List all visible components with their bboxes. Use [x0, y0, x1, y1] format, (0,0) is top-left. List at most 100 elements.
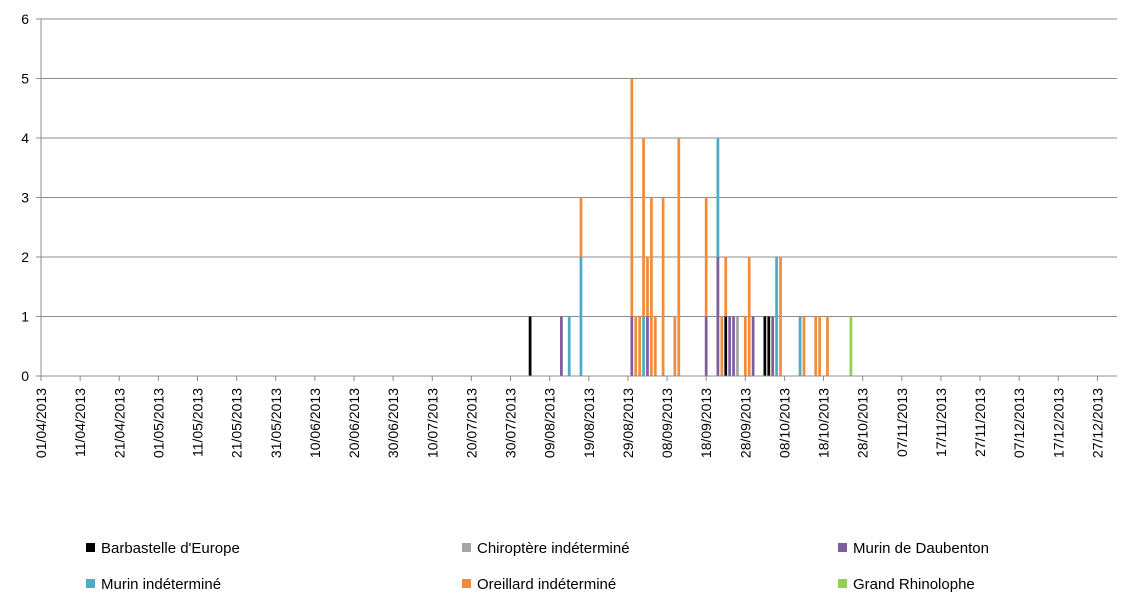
bar — [704, 197, 708, 317]
bar — [650, 197, 653, 376]
x-tick-label: 21/05/2013 — [229, 388, 245, 458]
bar — [802, 316, 806, 376]
bar — [716, 257, 720, 376]
bar — [704, 316, 708, 376]
bar — [673, 316, 677, 376]
x-tick-label: 28/10/2013 — [855, 388, 871, 458]
x-tick-label: 30/06/2013 — [385, 388, 401, 458]
x-tick-label: 10/06/2013 — [307, 388, 323, 458]
x-tick-label: 01/05/2013 — [150, 388, 166, 458]
bar — [646, 257, 649, 317]
x-tick-label: 20/07/2013 — [463, 388, 479, 458]
x-tick-label: 29/08/2013 — [620, 388, 636, 458]
legend-label: Oreillard indéterminé — [477, 576, 617, 593]
y-tick-label: 0 — [21, 368, 29, 384]
legend-swatch — [86, 543, 95, 552]
legend-label: Barbastelle d'Europe — [101, 540, 240, 557]
x-tick-label: 27/11/2013 — [972, 388, 988, 457]
bar — [826, 316, 829, 376]
bar — [630, 78, 634, 317]
x-tick-label: 30/07/2013 — [503, 388, 519, 458]
bar — [634, 316, 638, 376]
bar — [779, 257, 782, 376]
y-tick-label: 4 — [21, 130, 29, 146]
gridlines — [41, 18, 1117, 317]
legend-item-oreillard: Oreillard indéterminé — [462, 576, 616, 594]
bar — [528, 316, 532, 376]
x-tick-label: 09/08/2013 — [542, 388, 558, 458]
bar — [724, 257, 728, 317]
x-tick-label: 18/10/2013 — [816, 388, 832, 458]
legend-item-murin-daubenton: Murin de Daubenton — [838, 540, 989, 558]
legend-swatch — [86, 579, 95, 588]
x-tick-label: 01/04/2013 — [33, 388, 49, 458]
chart-axes — [36, 18, 1117, 381]
bar — [775, 257, 778, 376]
legend-swatch — [838, 579, 847, 588]
legend-item-chiroptere: Chiroptère indéterminé — [462, 540, 630, 558]
bar — [653, 316, 657, 376]
bar — [747, 257, 751, 376]
y-tick-label: 3 — [21, 190, 29, 206]
bar — [579, 197, 583, 257]
x-tick-label: 31/05/2013 — [268, 388, 284, 458]
bar — [716, 138, 720, 257]
bar-series — [528, 78, 853, 376]
x-tick-label: 21/04/2013 — [111, 388, 127, 458]
legend-swatch — [462, 579, 471, 588]
x-tick-label: 28/09/2013 — [737, 388, 753, 458]
bar — [814, 316, 818, 376]
bar — [763, 316, 767, 376]
bar — [798, 316, 802, 376]
bar — [579, 257, 583, 376]
x-tick-label: 17/11/2013 — [933, 388, 949, 457]
y-tick-label: 6 — [21, 11, 29, 27]
legend-swatch — [462, 543, 471, 552]
bar — [743, 316, 747, 376]
bar — [818, 316, 821, 376]
legend-label: Murin indéterminé — [101, 576, 222, 593]
x-tick-label: 19/08/2013 — [581, 388, 597, 458]
x-tick-label: 07/11/2013 — [894, 388, 910, 457]
bar — [728, 316, 732, 376]
bar — [630, 316, 634, 376]
x-tick-label: 27/12/2013 — [1089, 388, 1105, 458]
legend-label: Grand Rhinolophe — [853, 576, 975, 593]
y-tick-label: 1 — [21, 309, 29, 325]
bar — [642, 138, 645, 317]
bar — [646, 316, 649, 376]
x-tick-label: 10/07/2013 — [424, 388, 440, 458]
y-axis-tick-labels: 0 1 2 3 4 5 6 — [21, 11, 29, 384]
bar — [849, 316, 853, 376]
x-tick-label: 11/05/2013 — [190, 388, 206, 457]
x-tick-label: 11/04/2013 — [72, 388, 88, 457]
x-tick-label: 08/09/2013 — [659, 388, 675, 458]
bar — [771, 316, 775, 376]
y-tick-label: 5 — [21, 71, 29, 87]
bar — [767, 316, 771, 376]
legend-item-barbastelle: Barbastelle d'Europe — [86, 540, 240, 558]
y-tick-label: 2 — [21, 249, 29, 265]
x-tick-label: 08/10/2013 — [776, 388, 792, 458]
bar — [661, 197, 665, 376]
x-axis-tick-labels: 01/04/2013 11/04/2013 21/04/2013 01/05/2013… — [33, 388, 1105, 458]
bar — [736, 316, 739, 376]
bar — [560, 316, 563, 376]
legend-label: Chiroptère indéterminé — [477, 540, 630, 557]
bar — [720, 316, 724, 376]
legend-swatch — [838, 543, 847, 552]
bar — [642, 316, 645, 376]
legend-label: Murin de Daubenton — [853, 540, 989, 557]
bar — [724, 316, 728, 376]
legend-item-murin-indetermine: Murin indéterminé — [86, 576, 221, 594]
bar — [751, 316, 755, 376]
x-tick-label: 18/09/2013 — [698, 388, 714, 458]
x-tick-label: 07/12/2013 — [1011, 388, 1027, 458]
x-tick-label: 20/06/2013 — [346, 388, 362, 458]
bar — [567, 316, 571, 376]
legend-item-grand-rhinolophe: Grand Rhinolophe — [838, 576, 975, 594]
bar — [677, 138, 681, 376]
bar — [638, 316, 642, 376]
chart-legend: Barbastelle d'Europe Chiroptère indéterm… — [0, 534, 1132, 598]
